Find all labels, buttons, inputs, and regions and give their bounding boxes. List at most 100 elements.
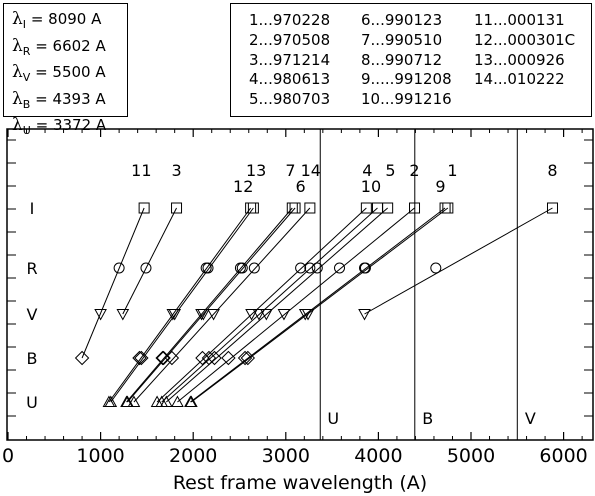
date-entry: 9.....991208 [361, 70, 452, 88]
date-entry: 3...971214 [249, 51, 331, 69]
series-line [364, 207, 553, 315]
y-band-label: R [26, 259, 37, 278]
reference-line-label: V [525, 409, 536, 428]
series-line [161, 207, 378, 403]
triangle-down-marker [245, 309, 258, 321]
diamond-marker [134, 350, 149, 366]
x-tick-label: 4000 [354, 445, 402, 467]
series-line [133, 207, 311, 403]
triangle-down-marker [298, 309, 312, 321]
date-entry: 7...990510 [361, 31, 443, 49]
square-marker [439, 202, 451, 214]
diamond-marker [221, 350, 236, 366]
square-marker [138, 202, 150, 214]
diamond-marker [155, 350, 170, 366]
circle-marker [234, 262, 246, 274]
circle-marker [359, 262, 371, 274]
triangle-down-marker [94, 309, 107, 321]
diamond-marker [240, 350, 256, 366]
triangle-down-marker [260, 309, 273, 321]
triangle-down-marker [252, 309, 266, 321]
observation-dates-legend: 1...970228 2...970508 3...971214 4...980… [230, 3, 592, 117]
series-line [126, 207, 293, 403]
circle-marker [248, 262, 260, 274]
series-label: 10 [361, 177, 381, 196]
series-line [81, 207, 145, 359]
circle-marker [113, 262, 125, 274]
circle-marker [334, 262, 346, 274]
square-marker [360, 202, 372, 214]
diamond-marker [195, 350, 210, 366]
plot-frame [6, 128, 594, 441]
wavelength-legend: λI = 8090 A λR = 6602 A λV = 5500 A λB =… [3, 3, 128, 137]
circle-marker [202, 262, 214, 274]
triangle-down-marker [116, 309, 130, 321]
triangle-down-marker [277, 309, 291, 321]
series-label: 6 [296, 177, 306, 196]
series-line [191, 207, 449, 403]
series-line [122, 207, 177, 315]
date-entry: 2...970508 [249, 31, 331, 49]
square-marker [171, 202, 183, 214]
x-tick-label: 3000 [262, 445, 310, 467]
reference-line-label: U [327, 409, 339, 428]
wavelength-row: λB = 4393 A [12, 88, 106, 111]
series-label: 11 [131, 161, 151, 180]
series-label: 5 [385, 161, 395, 180]
diamond-marker [132, 350, 147, 366]
series-line [108, 207, 252, 403]
y-band-label: I [30, 199, 35, 218]
triangle-up-marker [155, 395, 169, 407]
y-band-label: B [27, 349, 38, 368]
circle-marker [430, 262, 442, 274]
series-line [110, 207, 254, 403]
series-line [166, 207, 388, 403]
date-entry: 8...990712 [361, 51, 443, 69]
date-entry: 12...000301C [474, 31, 576, 49]
series-label: 14 [301, 161, 321, 180]
series-line [177, 207, 415, 403]
triangle-down-marker [358, 309, 371, 321]
date-entry: 11...000131 [474, 11, 565, 29]
square-marker [409, 202, 421, 214]
circle-marker [295, 262, 307, 274]
series-label: 1 [447, 161, 457, 180]
series-label: 7 [285, 161, 295, 180]
x-tick-label: 5000 [447, 445, 495, 467]
date-entry: 5...980703 [249, 90, 331, 108]
circle-marker [311, 262, 323, 274]
triangle-up-marker [104, 395, 118, 407]
x-tick-label: 0 [2, 445, 14, 467]
y-band-label: U [26, 393, 38, 412]
series-label: 9 [435, 177, 445, 196]
triangle-down-marker [207, 309, 220, 321]
diamond-marker [201, 350, 217, 366]
circle-marker [140, 262, 152, 274]
triangle-down-marker [168, 309, 182, 321]
series-label: 12 [233, 177, 253, 196]
date-entry: 10...991216 [361, 90, 452, 108]
series-label: 4 [362, 161, 372, 180]
square-marker [247, 202, 259, 214]
circle-marker [304, 262, 316, 274]
wavelength-row: λR = 6602 A [12, 35, 106, 58]
date-entry: 1...970228 [249, 11, 331, 29]
series-label: 13 [246, 161, 266, 180]
square-marker [304, 202, 316, 214]
square-marker [371, 202, 383, 214]
x-axis [7, 129, 583, 440]
triangle-up-marker [120, 395, 133, 407]
wavelength-row: λI = 8090 A [12, 9, 102, 31]
diamond-marker [207, 350, 222, 366]
diamond-marker [164, 350, 180, 366]
square-marker [546, 202, 558, 214]
diamond-marker [237, 350, 253, 366]
series-line [190, 207, 446, 403]
series-label: 2 [409, 161, 419, 180]
date-entry: 4...980613 [249, 70, 331, 88]
series-label: 8 [547, 161, 557, 180]
triangle-up-marker [171, 395, 184, 407]
diamond-marker [74, 350, 90, 366]
date-entry: 6...990123 [361, 11, 443, 29]
